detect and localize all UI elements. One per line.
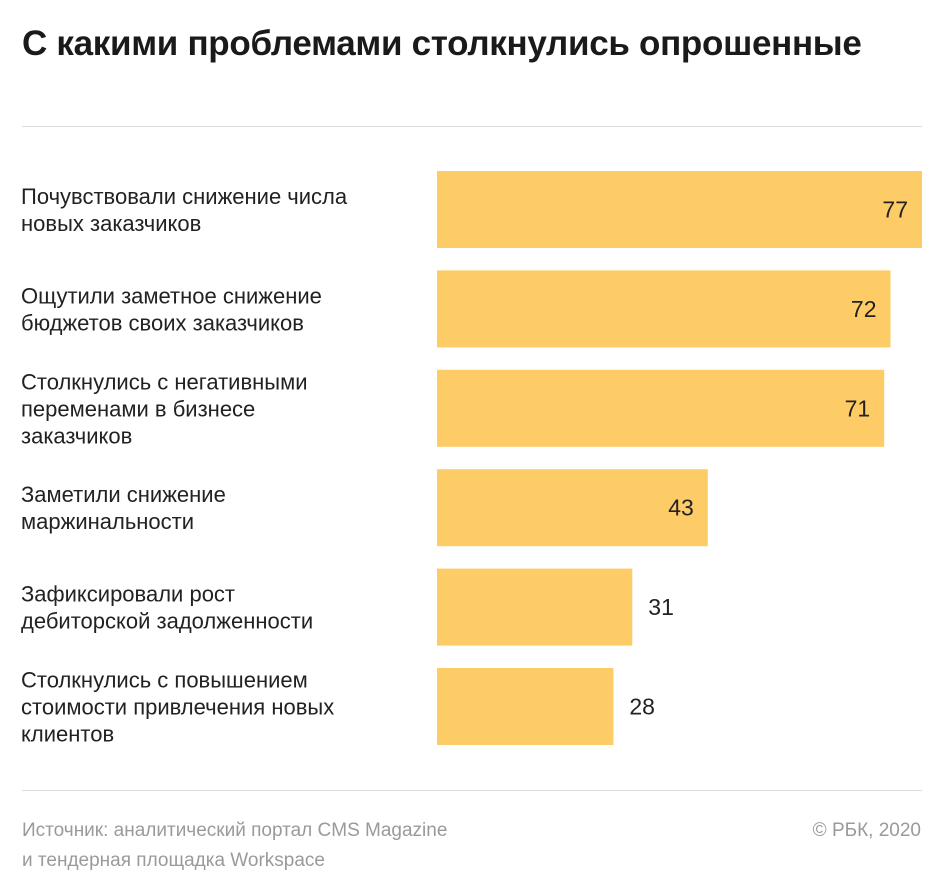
category-label-line: Ощутили заметное снижение <box>21 283 322 308</box>
chart-title: С какими проблемами столкнулись опрошенн… <box>22 24 862 63</box>
value-label-4: 43 <box>668 495 694 521</box>
top-divider <box>22 126 922 127</box>
category-label-2: Ощутили заметное снижение бюджетов своих … <box>21 283 322 335</box>
category-label-line: Зафиксировали рост <box>21 582 235 607</box>
value-label-3: 71 <box>845 395 871 421</box>
value-label-6: 28 <box>629 694 655 720</box>
bottom-divider <box>22 790 922 791</box>
source-line-1: Источник: аналитический портал CMS Magaz… <box>22 820 448 841</box>
copyright: © РБК, 2020 <box>812 820 921 841</box>
category-label-line: переменами в бизнесе <box>21 396 255 421</box>
category-label-4: Заметили снижение маржинальности <box>21 482 226 534</box>
source-note: Источник: аналитический портал CMS Magaz… <box>22 816 582 876</box>
bar-2 <box>437 270 891 348</box>
source-line-2: и тендерная площадка Workspace <box>22 850 325 871</box>
category-label-line: Столкнулись с повышением <box>21 668 308 693</box>
category-label-1: Почувствовали снижение числа новых заказч… <box>21 184 348 236</box>
category-label-6: Столкнулись с повышением стоимости привле… <box>21 668 334 747</box>
category-label-line: клиентов <box>21 722 114 747</box>
category-label-line: новых заказчиков <box>21 211 201 236</box>
category-label-line: дебиторской задолженности <box>21 609 313 634</box>
category-label-line: Столкнулись с негативными <box>21 369 308 394</box>
bar-1 <box>437 171 922 248</box>
category-label-line: маржинальности <box>21 509 194 534</box>
value-label-5: 31 <box>648 594 674 620</box>
category-label-line: заказчиков <box>21 423 132 448</box>
category-label-3: Столкнулись с негативными переменами в би… <box>21 369 308 448</box>
value-label-2: 72 <box>851 296 877 322</box>
bar-6 <box>437 668 614 745</box>
category-label-line: бюджетов своих заказчиков <box>21 310 304 335</box>
bar-4 <box>437 469 708 547</box>
category-label-5: Зафиксировали рост дебиторской задолженно… <box>21 582 313 634</box>
category-label-line: стоимости привлечения новых <box>21 695 334 720</box>
bar-3 <box>437 369 885 447</box>
category-label-line: Почувствовали снижение числа <box>21 184 348 209</box>
bar-5 <box>437 568 633 646</box>
value-label-1: 77 <box>882 197 908 223</box>
category-label-line: Заметили снижение <box>21 482 226 507</box>
